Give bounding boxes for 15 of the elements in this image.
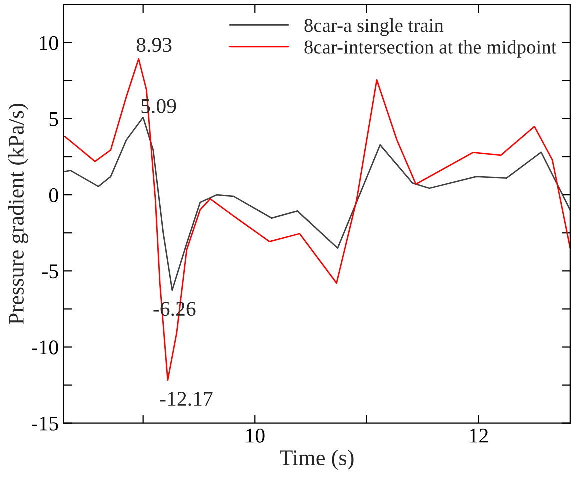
- x-tick-label: 12: [470, 428, 488, 443]
- x-axis-title: Time (s): [280, 450, 354, 470]
- line-series: [64, 58, 570, 381]
- annotation: -12.17: [160, 392, 213, 406]
- y-tick-label: -10: [32, 340, 58, 355]
- legend-label: 8car-intersection at the midpoint: [304, 40, 557, 58]
- legend-label: 8car-a single train: [304, 18, 444, 36]
- y-tick-label: 10: [40, 36, 58, 50]
- line-series: [64, 116, 570, 292]
- y-tick-label: 0: [49, 188, 58, 202]
- y-tick-label: -15: [32, 416, 58, 431]
- y-tick-label: 5: [50, 112, 58, 126]
- y-axis-title: Pressure gradient (kPa/s): [8, 104, 29, 325]
- annotation: 8.93: [136, 38, 172, 52]
- y-tick-label: -5: [42, 264, 58, 279]
